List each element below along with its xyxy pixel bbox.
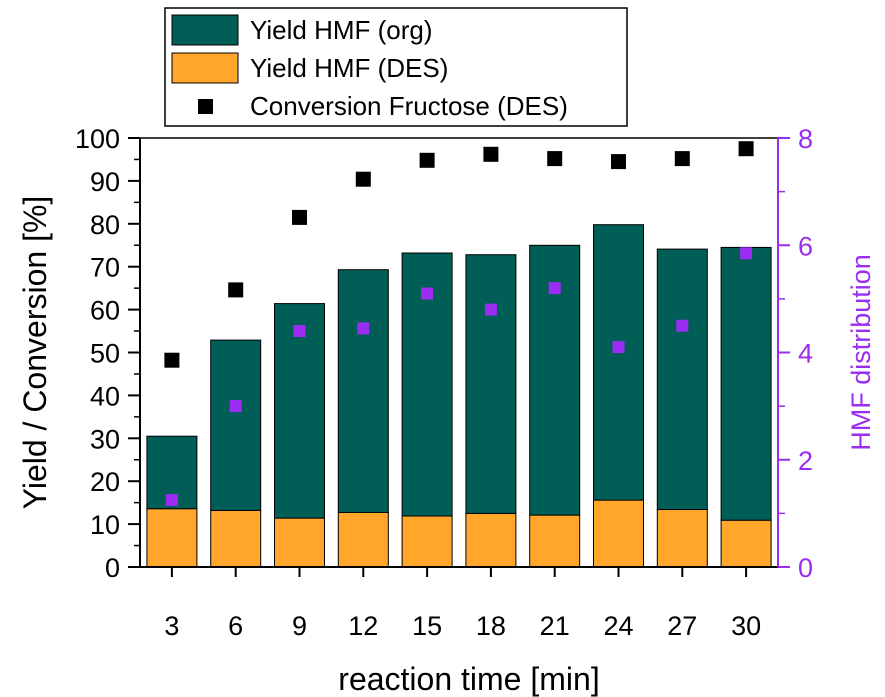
y-axis-title-right: HMF distribution <box>846 254 876 451</box>
conversion-point-15 <box>419 152 435 168</box>
x-tick-label: 15 <box>412 611 442 641</box>
bar-des-9 <box>274 517 325 568</box>
y-tick-label-left: 10 <box>90 510 120 540</box>
hmf-distribution-point-21 <box>548 282 561 295</box>
x-tick-label: 27 <box>667 611 697 641</box>
hmf-distribution-point-18 <box>484 303 497 316</box>
bar-des-27 <box>656 509 708 568</box>
y-axis-title-left: Yield / Conversion [%] <box>17 196 53 510</box>
y-tick-label-left: 70 <box>90 253 120 283</box>
points-layer <box>164 141 754 506</box>
y-tick-label-right: 8 <box>798 124 813 154</box>
bars-layer <box>146 224 772 568</box>
conversion-point-21 <box>547 151 563 167</box>
legend-swatch <box>171 52 239 84</box>
conversion-point-30 <box>738 141 754 157</box>
legend-swatch <box>171 14 239 46</box>
bar-org-12 <box>337 269 389 514</box>
bar-org-24 <box>593 224 644 501</box>
y-tick-label-left: 40 <box>90 381 120 411</box>
bar-org-30 <box>720 246 772 521</box>
conversion-point-18 <box>483 146 499 162</box>
x-tick-label: 9 <box>292 611 307 641</box>
bar-org-27 <box>656 248 708 510</box>
x-tick-label: 24 <box>603 611 633 641</box>
bar-des-3 <box>146 508 198 568</box>
y-tick-label-left: 30 <box>90 424 120 454</box>
y-tick-label-right: 4 <box>798 339 813 369</box>
hmf-distribution-point-9 <box>293 325 306 337</box>
y-tick-label-left: 60 <box>90 296 120 326</box>
conversion-point-6 <box>228 282 244 298</box>
y-tick-label-left: 0 <box>105 553 120 583</box>
legend-marker <box>198 99 213 114</box>
bar-des-21 <box>529 514 581 568</box>
conversion-point-12 <box>355 171 371 187</box>
bar-des-24 <box>593 499 644 568</box>
hmf-distribution-point-12 <box>357 322 370 335</box>
y-tick-label-right: 6 <box>798 231 813 261</box>
y-tick-label-left: 90 <box>90 167 120 197</box>
x-tick-label: 3 <box>164 611 179 641</box>
conversion-point-3 <box>164 352 180 368</box>
bar-des-30 <box>720 519 772 568</box>
x-tick-label: 12 <box>348 611 378 641</box>
hmf-distribution-point-6 <box>229 400 242 413</box>
hmf-distribution-point-24 <box>612 341 625 354</box>
conversion-point-24 <box>611 154 626 170</box>
hmf-distribution-point-15 <box>421 287 434 300</box>
legend-label: Conversion Fructose (DES) <box>250 91 568 121</box>
x-tick-label: 6 <box>228 611 243 641</box>
legend-box <box>164 7 628 127</box>
y-tick-label-right: 2 <box>798 446 813 476</box>
bar-org-18 <box>465 254 517 514</box>
y-tick-label-right: 0 <box>798 553 813 583</box>
x-tick-label: 30 <box>731 611 761 641</box>
bar-org-9 <box>274 303 325 519</box>
x-tick-label: 21 <box>540 611 570 641</box>
conversion-point-27 <box>674 151 690 167</box>
bar-des-15 <box>401 515 453 568</box>
x-tick-label: 18 <box>476 611 506 641</box>
y-tick-label-left: 100 <box>75 124 120 154</box>
y-tick-label-left: 50 <box>90 339 120 369</box>
bar-org-6 <box>210 339 262 511</box>
bar-des-6 <box>210 509 262 568</box>
legend-label: Yield HMF (DES) <box>250 53 448 83</box>
hmf-distribution-point-30 <box>740 247 753 260</box>
legend-label: Yield HMF (org) <box>250 15 433 45</box>
conversion-point-9 <box>292 209 307 225</box>
y-tick-label-left: 20 <box>90 467 120 497</box>
bar-des-12 <box>337 512 389 568</box>
legend: Yield HMF (org) Yield HMF (DES) Conversion… <box>164 7 628 127</box>
x-axis-title: reaction time [min] <box>338 661 599 697</box>
y-tick-label-left: 80 <box>90 210 120 240</box>
bar-des-18 <box>465 512 517 568</box>
hmf-distribution-point-3 <box>165 494 178 506</box>
hmf-distribution-point-27 <box>676 319 689 332</box>
